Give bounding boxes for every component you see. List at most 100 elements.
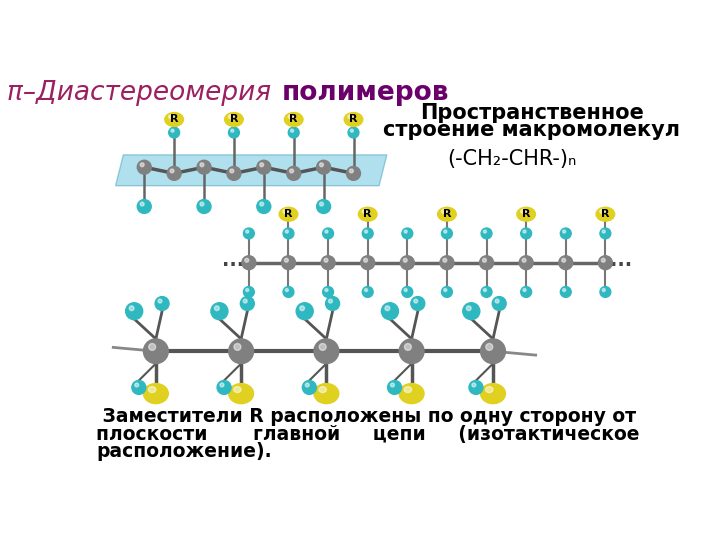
Ellipse shape xyxy=(441,210,447,213)
Circle shape xyxy=(562,288,566,292)
Circle shape xyxy=(444,288,447,292)
Circle shape xyxy=(481,339,505,363)
Circle shape xyxy=(440,256,454,269)
Circle shape xyxy=(243,287,254,298)
Ellipse shape xyxy=(399,383,424,403)
Circle shape xyxy=(480,256,493,269)
Circle shape xyxy=(404,288,408,292)
Circle shape xyxy=(402,287,413,298)
Circle shape xyxy=(405,343,411,350)
Polygon shape xyxy=(116,155,387,186)
Circle shape xyxy=(170,169,174,173)
Circle shape xyxy=(289,169,294,173)
Circle shape xyxy=(168,127,179,138)
Circle shape xyxy=(317,200,330,213)
Circle shape xyxy=(167,166,181,180)
Circle shape xyxy=(296,303,313,320)
Text: R: R xyxy=(289,114,298,125)
Text: строение макромолекул: строение макромолекул xyxy=(383,120,680,140)
Circle shape xyxy=(469,381,483,394)
Ellipse shape xyxy=(319,387,326,393)
Ellipse shape xyxy=(314,383,339,403)
Circle shape xyxy=(220,383,224,387)
Circle shape xyxy=(305,383,309,387)
Text: R: R xyxy=(443,209,451,219)
Circle shape xyxy=(300,306,305,310)
Circle shape xyxy=(257,200,271,213)
Circle shape xyxy=(283,287,294,298)
Circle shape xyxy=(246,288,249,292)
Circle shape xyxy=(364,288,368,292)
Circle shape xyxy=(523,288,526,292)
Ellipse shape xyxy=(234,387,241,393)
Circle shape xyxy=(390,383,395,387)
Circle shape xyxy=(240,296,254,310)
Circle shape xyxy=(443,258,447,262)
Ellipse shape xyxy=(344,112,363,126)
Circle shape xyxy=(481,228,492,239)
Ellipse shape xyxy=(228,114,234,119)
Circle shape xyxy=(317,160,330,174)
Circle shape xyxy=(463,303,480,320)
Circle shape xyxy=(598,256,612,269)
Ellipse shape xyxy=(148,387,156,393)
Circle shape xyxy=(467,306,471,310)
Circle shape xyxy=(323,287,333,298)
Circle shape xyxy=(483,230,487,233)
Circle shape xyxy=(364,230,368,233)
Circle shape xyxy=(126,303,143,320)
Circle shape xyxy=(600,287,611,298)
Circle shape xyxy=(562,258,566,262)
Circle shape xyxy=(362,287,373,298)
Circle shape xyxy=(143,339,168,363)
Text: R: R xyxy=(601,209,610,219)
Circle shape xyxy=(320,163,323,167)
Circle shape xyxy=(523,230,526,233)
Circle shape xyxy=(285,288,289,292)
Circle shape xyxy=(243,228,254,239)
Circle shape xyxy=(521,287,531,298)
Text: π–Диастереомерия: π–Диастереомерия xyxy=(7,80,280,106)
Circle shape xyxy=(158,299,162,303)
Circle shape xyxy=(323,228,333,239)
Circle shape xyxy=(402,228,413,239)
Circle shape xyxy=(492,296,506,310)
Circle shape xyxy=(602,288,606,292)
Ellipse shape xyxy=(284,112,303,126)
Circle shape xyxy=(319,343,326,350)
Text: ...: ... xyxy=(222,251,244,270)
Text: R: R xyxy=(284,209,293,219)
Circle shape xyxy=(346,166,361,180)
Circle shape xyxy=(140,163,144,167)
Circle shape xyxy=(243,299,247,303)
Circle shape xyxy=(444,230,447,233)
Circle shape xyxy=(200,202,204,206)
Circle shape xyxy=(129,306,134,310)
Circle shape xyxy=(403,258,408,262)
Circle shape xyxy=(411,296,425,310)
Circle shape xyxy=(200,163,204,167)
Circle shape xyxy=(349,169,354,173)
Ellipse shape xyxy=(279,207,298,221)
Text: расположение).: расположение). xyxy=(96,442,272,461)
Circle shape xyxy=(135,383,139,387)
Text: ...: ... xyxy=(610,251,632,270)
Circle shape xyxy=(472,383,476,387)
Ellipse shape xyxy=(481,383,505,403)
Circle shape xyxy=(285,230,289,233)
Ellipse shape xyxy=(362,210,368,213)
Circle shape xyxy=(287,166,301,180)
Circle shape xyxy=(361,256,374,269)
Text: (-CH₂-CHR-)ₙ: (-CH₂-CHR-)ₙ xyxy=(448,150,577,170)
Ellipse shape xyxy=(600,210,606,213)
Circle shape xyxy=(562,230,566,233)
Circle shape xyxy=(230,169,234,173)
Circle shape xyxy=(242,256,256,269)
Ellipse shape xyxy=(521,210,526,213)
Text: R: R xyxy=(522,209,531,219)
Ellipse shape xyxy=(517,207,536,221)
Circle shape xyxy=(486,343,492,350)
Circle shape xyxy=(441,228,452,239)
Circle shape xyxy=(483,288,487,292)
Circle shape xyxy=(351,129,354,132)
